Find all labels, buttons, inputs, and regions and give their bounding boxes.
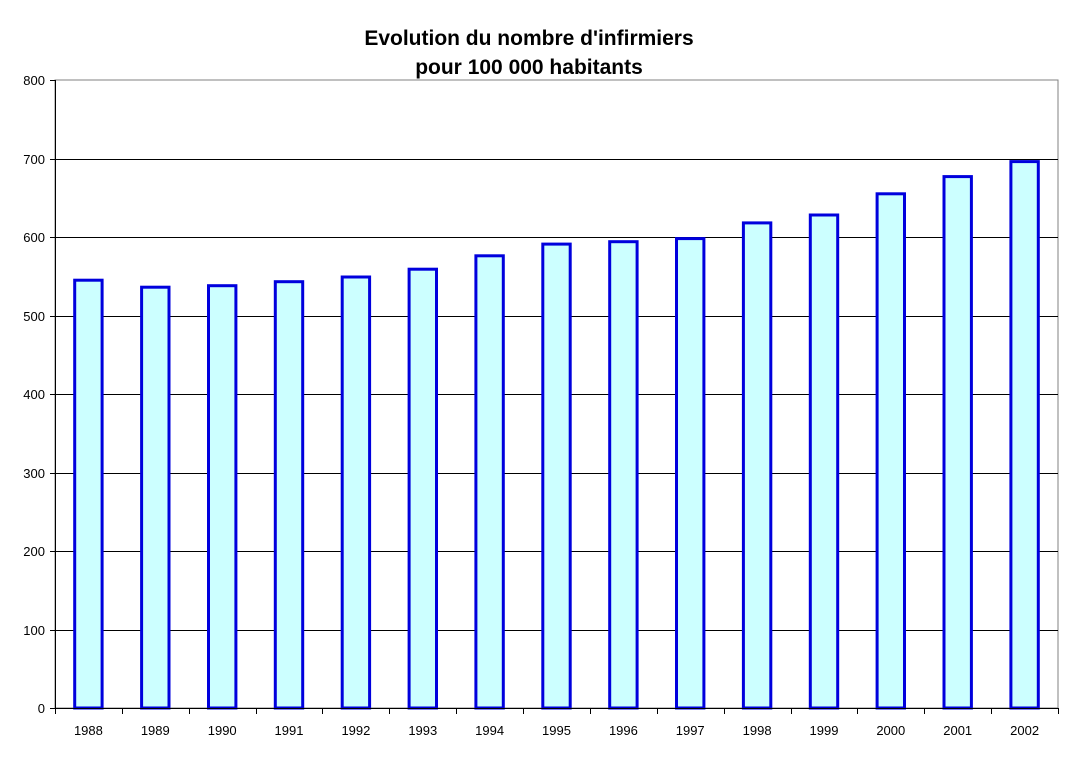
bar-2001 xyxy=(942,175,973,710)
x-tick-label: 1998 xyxy=(743,723,772,738)
chart-title: Evolution du nombre d'infirmiers pour 10… xyxy=(0,24,1058,82)
bar-1995 xyxy=(541,242,572,710)
bar-1997 xyxy=(675,237,706,710)
x-tick-label: 2001 xyxy=(943,723,972,738)
bar-1990 xyxy=(207,284,238,710)
y-tick-label: 600 xyxy=(23,230,45,245)
bar-2000 xyxy=(875,192,906,710)
bar-1996 xyxy=(608,240,639,710)
y-tick-label: 100 xyxy=(23,623,45,638)
x-tick-label: 1995 xyxy=(542,723,571,738)
x-tick-label: 2000 xyxy=(876,723,905,738)
bars xyxy=(73,160,1040,710)
bar-1988 xyxy=(73,278,104,710)
y-tick-label: 200 xyxy=(23,544,45,559)
chart-title-line-1: Evolution du nombre d'infirmiers xyxy=(364,27,694,50)
bar-1998 xyxy=(741,221,773,710)
x-tick-label: 2002 xyxy=(1010,723,1039,738)
bar-1999 xyxy=(808,213,840,710)
x-tick-label: 1997 xyxy=(676,723,705,738)
x-tick-label: 1992 xyxy=(341,723,370,738)
axes xyxy=(50,80,1059,714)
y-tick-label: 700 xyxy=(23,152,45,167)
x-tick-label: 1991 xyxy=(275,723,304,738)
x-tick-label: 1993 xyxy=(408,723,437,738)
x-tick-label: 1989 xyxy=(141,723,170,738)
bar-1994 xyxy=(474,254,505,710)
chart-title-line-2: pour 100 000 habitants xyxy=(415,56,643,79)
bar-1992 xyxy=(340,275,372,710)
y-tick-label: 0 xyxy=(38,701,45,716)
x-tick-label: 1994 xyxy=(475,723,504,738)
bar-1989 xyxy=(140,285,171,710)
x-tick-label: 1990 xyxy=(208,723,237,738)
bar-2002 xyxy=(1009,160,1040,710)
y-tick-labels: 0 100 200 300 400 500 600 700 800 xyxy=(23,73,45,716)
y-tick-label: 500 xyxy=(23,309,45,324)
x-tick-label: 1996 xyxy=(609,723,638,738)
x-tick-labels: 1988 1989 1990 1991 1992 1993 1994 1995 1996 1997… xyxy=(74,723,1039,738)
bar-1991 xyxy=(273,280,305,710)
bar-1993 xyxy=(407,267,439,710)
y-tick-label: 800 xyxy=(23,73,45,88)
y-tick-label: 300 xyxy=(23,466,45,481)
y-tick-label: 400 xyxy=(23,387,45,402)
x-tick-label: 1988 xyxy=(74,723,103,738)
x-tick-label: 1999 xyxy=(810,723,839,738)
